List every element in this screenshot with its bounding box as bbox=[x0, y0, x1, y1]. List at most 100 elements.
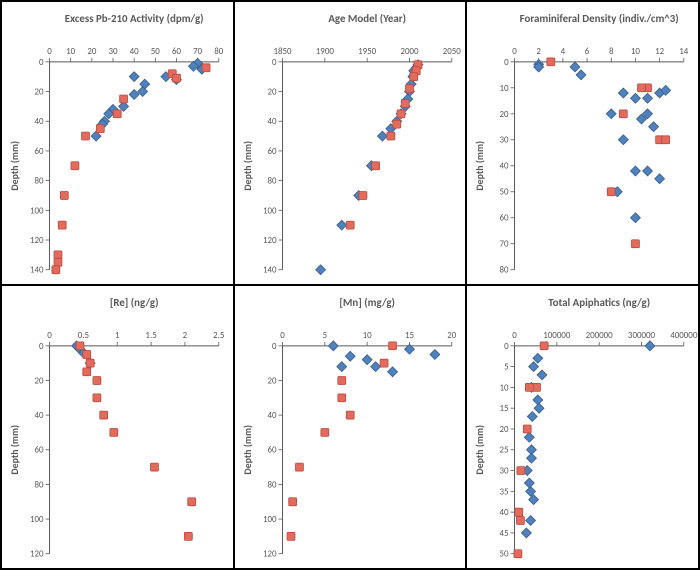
chart-panel: Age Model (Year)Depth (mm)18501900195020… bbox=[234, 1, 467, 285]
marker-square bbox=[82, 132, 90, 140]
y-tick-label: 60 bbox=[500, 214, 510, 224]
marker-square bbox=[387, 132, 395, 140]
y-tick-label: 120 bbox=[263, 550, 277, 560]
y-tick-label: 40 bbox=[267, 411, 277, 421]
y-axis-label: Depth (mm) bbox=[474, 141, 486, 191]
marker-square bbox=[517, 516, 525, 524]
y-tick-label: 50 bbox=[500, 550, 510, 560]
marker-square bbox=[371, 162, 379, 170]
marker-diamond bbox=[631, 93, 641, 103]
marker-diamond bbox=[533, 353, 543, 363]
marker-diamond bbox=[528, 412, 538, 422]
marker-diamond bbox=[525, 478, 535, 488]
marker-square bbox=[359, 192, 367, 200]
y-tick-label: 40 bbox=[267, 117, 277, 127]
x-tick-label: 1900 bbox=[315, 47, 334, 57]
marker-diamond bbox=[534, 403, 544, 413]
y-tick-label: 40 bbox=[500, 162, 510, 172]
chart-svg: [Mn] (mg/g)Depth (mm)0510152002040608010… bbox=[235, 286, 466, 568]
x-tick-label: 100000 bbox=[544, 331, 572, 341]
marker-diamond bbox=[526, 516, 536, 526]
chart-title: [Mn] (mg/g) bbox=[339, 296, 395, 309]
marker-square bbox=[54, 258, 62, 266]
y-tick-label: 40 bbox=[500, 508, 510, 518]
y-tick-label: 0 bbox=[39, 58, 44, 68]
y-tick-label: 100 bbox=[30, 206, 44, 216]
y-tick-label: 10 bbox=[500, 383, 510, 393]
marker-diamond bbox=[336, 220, 346, 230]
y-tick-label: 30 bbox=[500, 136, 510, 146]
marker-diamond bbox=[377, 131, 387, 141]
marker-diamond bbox=[129, 72, 139, 82]
marker-square bbox=[113, 110, 121, 118]
x-tick-label: 12 bbox=[655, 47, 665, 57]
y-tick-label: 140 bbox=[30, 266, 44, 276]
marker-diamond bbox=[430, 350, 440, 360]
marker-square bbox=[638, 84, 646, 92]
marker-diamond bbox=[537, 370, 547, 380]
marker-diamond bbox=[525, 432, 535, 442]
x-tick-label: 50 bbox=[151, 47, 161, 57]
chart-title: Foraminiferal Density (indiv./cm^3) bbox=[520, 12, 679, 25]
y-tick-label: 80 bbox=[35, 480, 45, 490]
y-tick-label: 20 bbox=[500, 425, 510, 435]
marker-diamond bbox=[527, 453, 537, 463]
y-tick-label: 0 bbox=[272, 58, 277, 68]
y-tick-label: 20 bbox=[35, 376, 45, 386]
marker-square bbox=[83, 368, 91, 376]
y-tick-label: 25 bbox=[500, 446, 509, 456]
y-tick-label: 120 bbox=[30, 550, 44, 560]
marker-square bbox=[337, 377, 345, 385]
marker-diamond bbox=[649, 122, 659, 132]
marker-diamond bbox=[345, 351, 355, 361]
y-tick-label: 100 bbox=[263, 206, 277, 216]
marker-square bbox=[337, 394, 345, 402]
marker-square bbox=[346, 411, 354, 419]
x-tick-label: 0 bbox=[513, 47, 518, 57]
y-axis-label: Depth (mm) bbox=[9, 425, 21, 475]
y-tick-label: 50 bbox=[500, 188, 510, 198]
marker-diamond bbox=[619, 135, 629, 145]
chart-svg: Excess Pb-210 Activity (dpm/g)Depth (mm)… bbox=[2, 2, 233, 284]
y-tick-label: 40 bbox=[35, 411, 45, 421]
x-tick-label: 400000 bbox=[671, 331, 698, 341]
x-tick-label: 0 bbox=[280, 331, 285, 341]
marker-diamond bbox=[643, 166, 653, 176]
marker-square bbox=[54, 251, 62, 259]
marker-diamond bbox=[370, 362, 380, 372]
marker-square bbox=[96, 125, 104, 133]
chart-panel: Foraminiferal Density (indiv./cm^3) Depth… bbox=[466, 1, 699, 285]
marker-square bbox=[184, 532, 192, 540]
y-tick-label: 100 bbox=[30, 515, 44, 525]
x-tick-label: 300000 bbox=[628, 331, 656, 341]
x-tick-label: 10 bbox=[631, 47, 641, 57]
marker-square bbox=[100, 411, 108, 419]
x-tick-label: 0.5 bbox=[78, 331, 89, 341]
x-tick-label: 2000 bbox=[400, 47, 419, 57]
y-tick-label: 30 bbox=[500, 467, 510, 477]
marker-diamond bbox=[362, 355, 372, 365]
y-tick-label: 80 bbox=[267, 177, 277, 187]
y-tick-label: 60 bbox=[35, 147, 45, 157]
y-tick-label: 80 bbox=[267, 480, 277, 490]
y-tick-label: 20 bbox=[500, 110, 510, 120]
x-tick-label: 30 bbox=[108, 47, 118, 57]
y-tick-label: 70 bbox=[500, 240, 510, 250]
x-tick-label: 6 bbox=[585, 47, 590, 57]
x-tick-label: 2.5 bbox=[213, 331, 224, 341]
x-tick-label: 200000 bbox=[586, 331, 614, 341]
marker-square bbox=[608, 188, 616, 196]
y-tick-label: 20 bbox=[267, 87, 277, 97]
marker-diamond bbox=[619, 88, 629, 98]
marker-diamond bbox=[387, 367, 397, 377]
marker-diamond bbox=[529, 362, 539, 372]
marker-square bbox=[86, 359, 94, 367]
y-tick-label: 0 bbox=[504, 58, 509, 68]
y-axis-label: Depth (mm) bbox=[241, 141, 253, 191]
marker-square bbox=[288, 498, 296, 506]
x-tick-label: 70 bbox=[193, 47, 203, 57]
chart-panel: Total Apiphatics (ng/g)Depth (mm)0100000… bbox=[466, 285, 699, 569]
chart-svg: Foraminiferal Density (indiv./cm^3) Depth… bbox=[467, 2, 698, 284]
y-tick-label: 20 bbox=[267, 376, 277, 386]
y-tick-label: 120 bbox=[30, 236, 44, 246]
